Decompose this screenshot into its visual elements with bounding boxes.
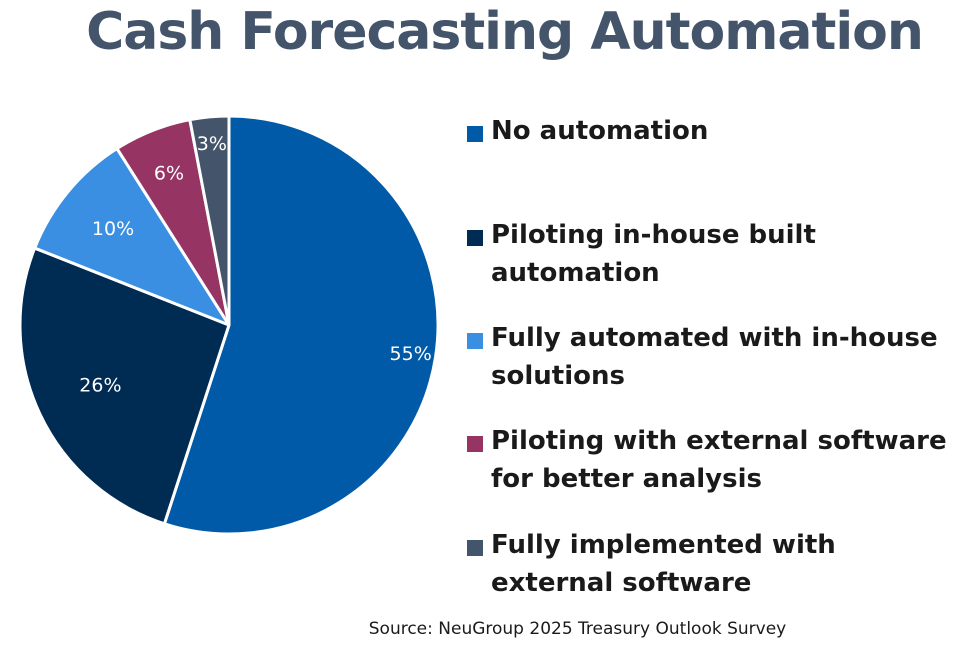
legend-label: No automation <box>491 116 709 146</box>
pie-slice <box>188 114 231 327</box>
legend-swatch <box>467 126 483 142</box>
legend-label: Fully implemented with external software <box>491 530 836 598</box>
legend-swatch <box>467 540 483 556</box>
slice-data-label: 3% <box>197 133 227 155</box>
legend-label: Piloting with external software for bett… <box>491 426 947 494</box>
pie-slice <box>33 147 231 327</box>
slice-data-label: 10% <box>92 218 134 240</box>
slice-data-label: 55% <box>390 343 432 365</box>
pie-slice <box>162 114 440 536</box>
pie-slice <box>18 246 231 526</box>
legend-swatch <box>467 436 483 452</box>
legend-swatch <box>467 333 483 349</box>
slice-data-label: 6% <box>154 162 184 184</box>
slice-data-label: 26% <box>79 375 121 397</box>
legend-swatch <box>467 230 483 246</box>
pie-slice-labels: 55% 26% 10% 6% 3% <box>79 133 431 397</box>
legend-label: Fully automated with in-house solutions <box>491 323 938 391</box>
chart-title: Cash Forecasting Automation <box>86 2 924 62</box>
legend-label: Piloting in-house built automation <box>491 220 816 288</box>
pie-slices <box>18 114 440 536</box>
source-note: Source: NeuGroup 2025 Treasury Outlook S… <box>368 619 787 639</box>
